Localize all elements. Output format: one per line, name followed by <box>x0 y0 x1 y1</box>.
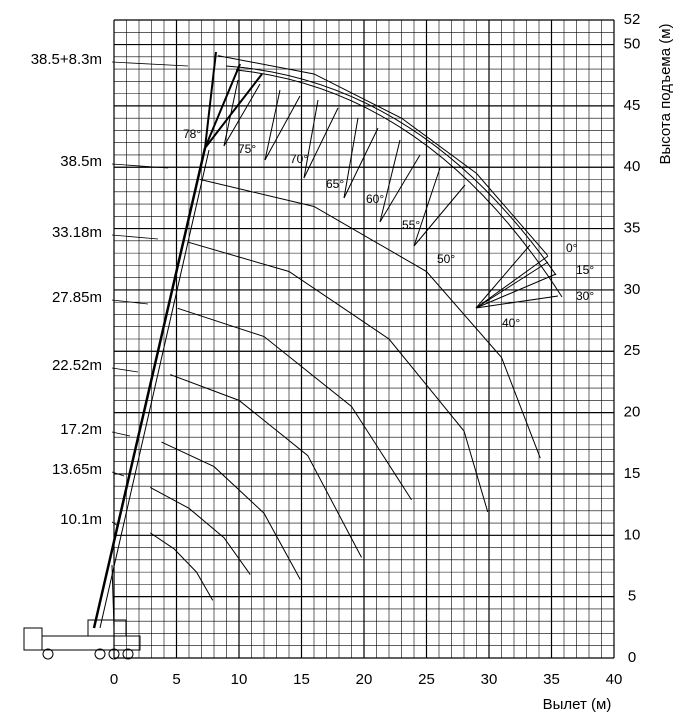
y-tick-label: 25 <box>624 342 641 359</box>
leader-line <box>111 234 159 240</box>
jib-angle-label: 55° <box>402 218 420 232</box>
reach-curve <box>150 487 251 575</box>
x-tick-label: 35 <box>543 671 560 688</box>
fan-line <box>343 117 359 199</box>
reach-curve <box>177 307 412 500</box>
reach-curve <box>170 374 362 558</box>
leader-line <box>111 299 149 305</box>
y-tick-label: 30 <box>624 281 641 298</box>
fan-line <box>413 184 466 247</box>
series-label: 38.5m <box>60 153 102 170</box>
y-axis-label: Высота подъема (м) <box>657 23 674 164</box>
y-tick-label: 35 <box>624 220 641 237</box>
x-tick-label: 20 <box>356 671 373 688</box>
reach-curve <box>217 55 549 256</box>
fan-line <box>379 139 401 223</box>
x-tick-label: 30 <box>481 671 498 688</box>
jib-angle-label: 15° <box>576 263 594 277</box>
fan-line <box>379 154 421 223</box>
fan-line <box>264 89 281 161</box>
reach-curve <box>161 441 301 580</box>
jib-angle-label: 0° <box>566 241 578 255</box>
fan-line <box>343 127 379 199</box>
leader-line <box>111 367 139 373</box>
series-label: 13.65m <box>52 461 102 478</box>
x-tick-label: 10 <box>231 671 248 688</box>
series-label: 17.2m <box>60 421 102 438</box>
fan-line <box>264 95 301 161</box>
x-tick-label: 15 <box>293 671 310 688</box>
fan-line <box>475 295 559 309</box>
fan-line <box>223 79 239 147</box>
leader-line <box>111 471 125 477</box>
reach-curve <box>149 532 214 601</box>
series-label: 38.5+8.3m <box>31 51 102 68</box>
series-label: 27.85m <box>52 289 102 306</box>
y-tick-label: 50 <box>624 36 641 53</box>
fan-line <box>475 244 531 309</box>
reach-curve <box>187 241 489 513</box>
fan-line <box>303 99 319 179</box>
jib-angle-label: 75° <box>238 142 256 156</box>
leader-line <box>111 431 131 437</box>
fan-line <box>475 273 557 309</box>
y-tick-label: 5 <box>628 588 636 605</box>
crane-drawing <box>23 51 263 660</box>
x-tick-label: 40 <box>606 671 623 688</box>
jib-fan <box>223 65 563 309</box>
leader-line <box>111 521 119 527</box>
x-axis-label: Вылет (м) <box>543 696 612 713</box>
y-tick-label: 20 <box>624 404 641 421</box>
leader-line <box>111 163 169 169</box>
y-tick-label: 45 <box>624 97 641 114</box>
x-tick-label: 0 <box>110 671 118 688</box>
y-tick-label: 0 <box>628 649 636 666</box>
jib-angle-label: 60° <box>366 192 384 206</box>
jib-angle-label: 70° <box>290 152 308 166</box>
fan-line <box>413 167 441 247</box>
x-tick-label: 25 <box>418 671 435 688</box>
y-tick-label: 15 <box>624 465 641 482</box>
jib-angle-label: 65° <box>326 177 344 191</box>
jib-angle-label: 40° <box>502 316 520 330</box>
y-tick-label: 40 <box>624 158 641 175</box>
reach-curve <box>200 179 541 459</box>
leader-line <box>111 61 189 67</box>
series-label: 22.52m <box>52 357 102 374</box>
y-tick-label: 10 <box>624 526 641 543</box>
jib-angle-label: 78° <box>183 127 201 141</box>
fan-line <box>475 255 549 309</box>
jib-angle-label: 30° <box>576 289 594 303</box>
fan-line <box>475 261 549 309</box>
series-label: 33.18m <box>52 224 102 241</box>
jib-angle-label: 50° <box>437 252 455 266</box>
fan-line <box>303 107 339 179</box>
fan-line <box>223 83 261 147</box>
grid <box>113 19 615 659</box>
y-tick-label: 52 <box>624 11 641 28</box>
jib-arc <box>225 65 557 276</box>
jib-arc <box>235 69 563 298</box>
x-tick-label: 5 <box>172 671 180 688</box>
series-label: 10.1m <box>60 511 102 528</box>
